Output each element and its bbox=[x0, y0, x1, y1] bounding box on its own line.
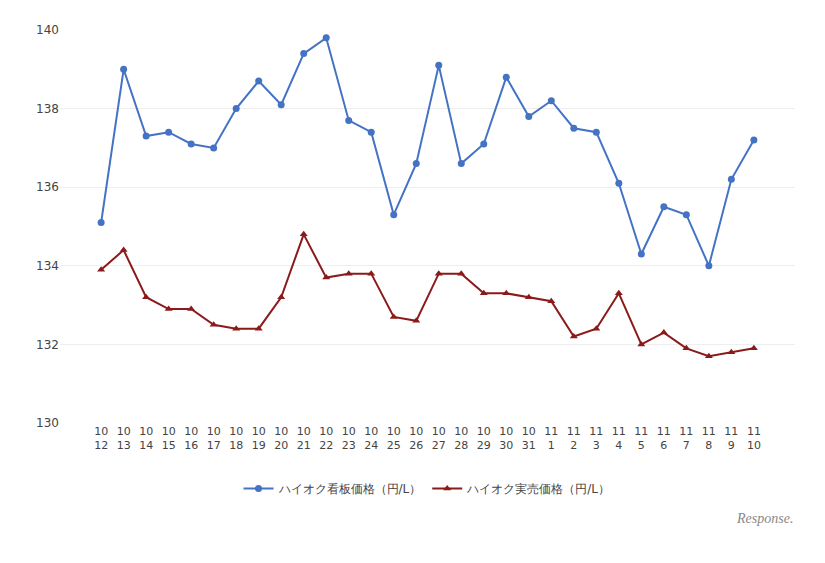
svg-text:1016: 1016 bbox=[184, 425, 198, 452]
svg-text:1027: 1027 bbox=[432, 425, 446, 452]
svg-text:1021: 1021 bbox=[297, 425, 311, 452]
svg-text:Response.: Response. bbox=[736, 511, 793, 526]
svg-text:1022: 1022 bbox=[319, 425, 333, 452]
svg-text:1012: 1012 bbox=[94, 425, 108, 452]
svg-text:112: 112 bbox=[567, 425, 581, 452]
svg-text:111: 111 bbox=[544, 425, 558, 452]
svg-text:113: 113 bbox=[589, 425, 603, 452]
svg-text:1017: 1017 bbox=[207, 425, 221, 452]
svg-text:117: 117 bbox=[679, 425, 693, 452]
svg-text:115: 115 bbox=[634, 425, 648, 452]
svg-text:140: 140 bbox=[36, 23, 59, 37]
svg-text:136: 136 bbox=[36, 180, 59, 194]
svg-text:1020: 1020 bbox=[274, 425, 288, 452]
svg-text:ハイオク看板価格（円/L）: ハイオク看板価格（円/L） bbox=[278, 482, 422, 496]
svg-text:118: 118 bbox=[702, 425, 716, 452]
svg-text:ハイオク実売価格（円/L）: ハイオク実売価格（円/L） bbox=[466, 482, 610, 496]
svg-text:1014: 1014 bbox=[139, 425, 153, 452]
svg-text:1028: 1028 bbox=[454, 425, 468, 452]
svg-text:138: 138 bbox=[36, 102, 59, 116]
svg-text:1019: 1019 bbox=[252, 425, 266, 452]
svg-text:1018: 1018 bbox=[229, 425, 243, 452]
svg-text:1110: 1110 bbox=[747, 425, 761, 452]
svg-text:1029: 1029 bbox=[477, 425, 491, 452]
svg-text:119: 119 bbox=[724, 425, 738, 452]
svg-text:134: 134 bbox=[36, 259, 59, 273]
svg-text:1013: 1013 bbox=[117, 425, 131, 452]
svg-text:1031: 1031 bbox=[522, 425, 536, 452]
svg-text:1025: 1025 bbox=[387, 425, 401, 452]
svg-text:132: 132 bbox=[36, 338, 59, 352]
svg-text:114: 114 bbox=[612, 425, 626, 452]
svg-text:1026: 1026 bbox=[409, 425, 423, 452]
svg-text:130: 130 bbox=[36, 416, 59, 430]
svg-text:1023: 1023 bbox=[342, 425, 356, 452]
svg-text:1024: 1024 bbox=[364, 425, 378, 452]
svg-text:1015: 1015 bbox=[162, 425, 176, 452]
svg-text:116: 116 bbox=[657, 425, 671, 452]
svg-text:1030: 1030 bbox=[499, 425, 513, 452]
